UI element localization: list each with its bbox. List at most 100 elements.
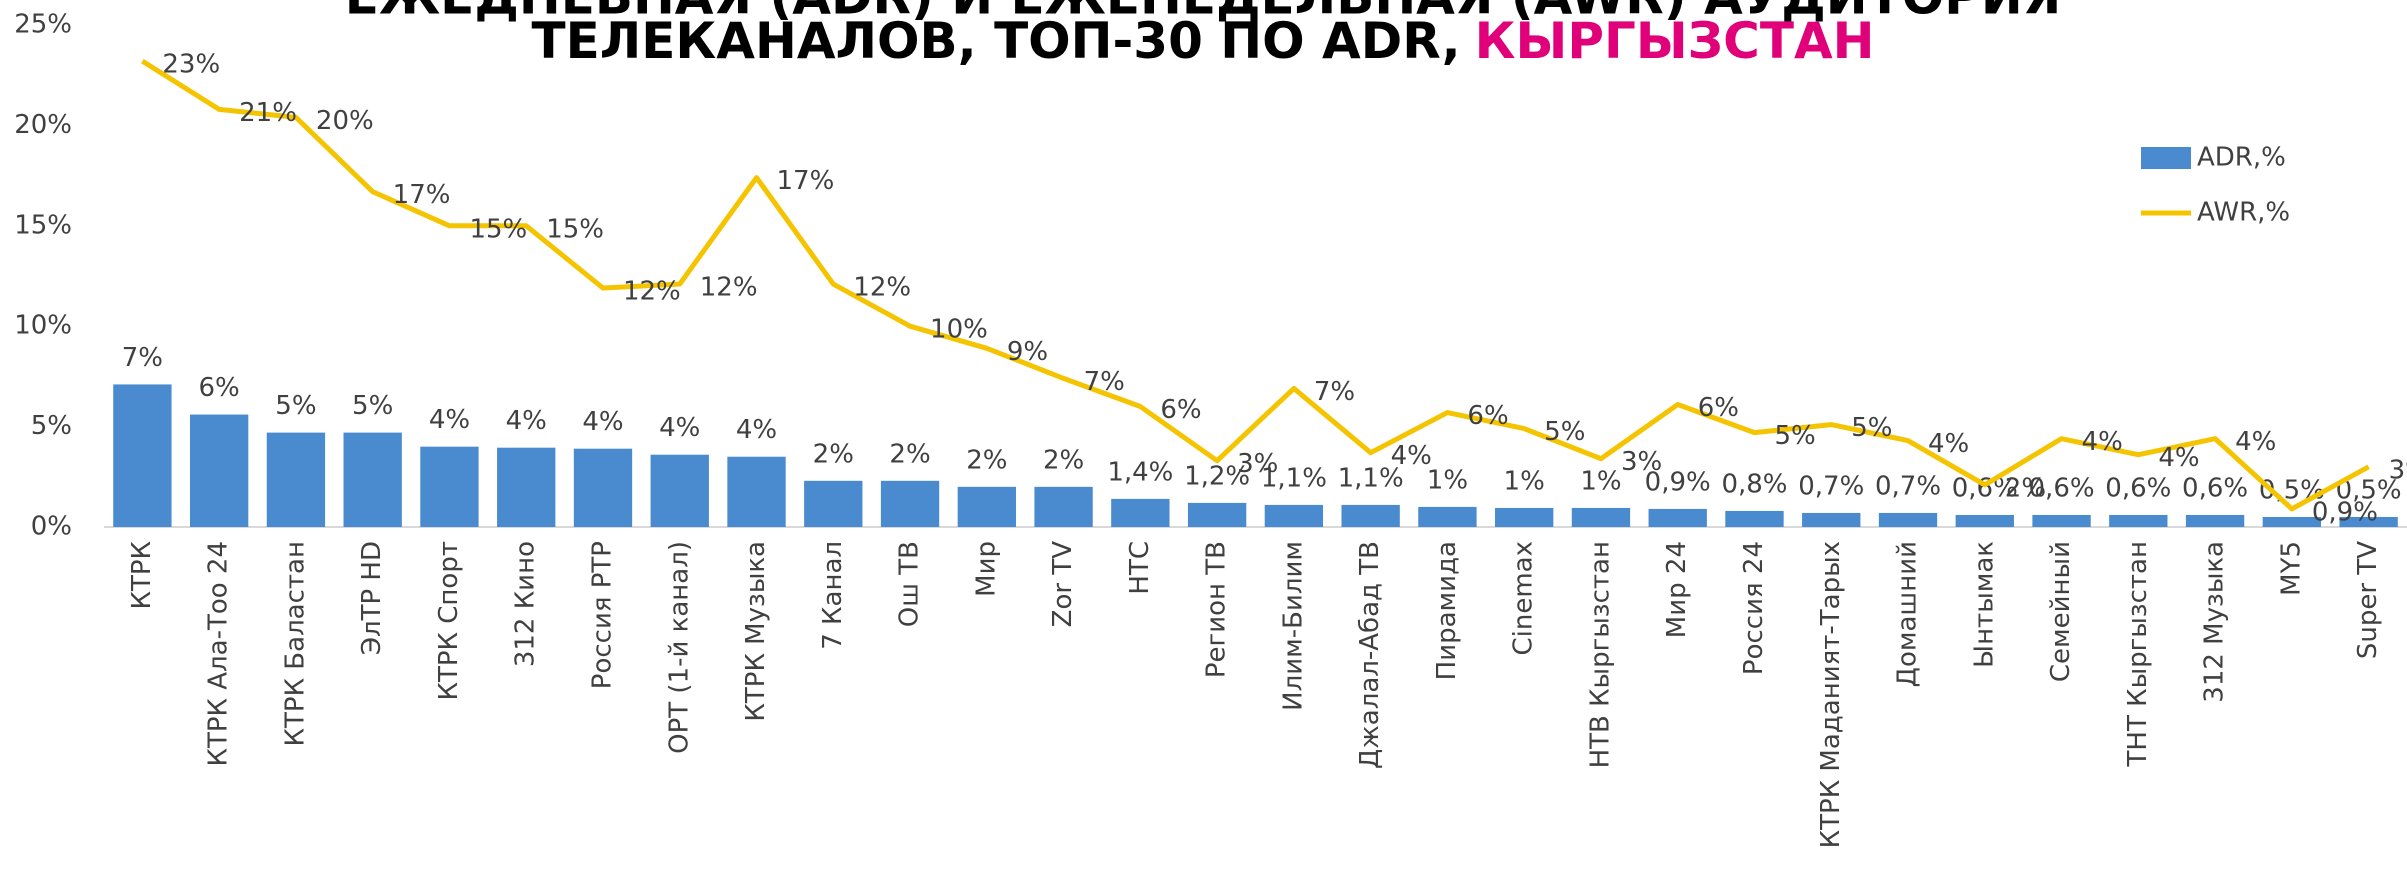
x-tick-label: НТС <box>1125 541 1155 595</box>
x-tick-label: Пирамида <box>1432 541 1462 680</box>
bar <box>497 447 556 527</box>
bar <box>727 456 786 527</box>
bar-value-label: 4% <box>506 406 547 436</box>
y-tick-label: 5% <box>31 411 72 441</box>
bar <box>880 480 940 527</box>
line-value-label: 15% <box>546 214 604 244</box>
line-value-label: 12% <box>700 273 758 303</box>
x-tick-label: Мир <box>971 541 1001 597</box>
bar-value-label: 0,6% <box>2029 473 2095 503</box>
x-tick-label: КТРК Ала-Тоо 24 <box>204 541 234 767</box>
bar <box>189 414 249 527</box>
line-value-label: 6% <box>1698 393 1739 423</box>
x-tick-label: ТНТ Кыргызстан <box>2123 541 2153 767</box>
bar <box>1418 506 1477 527</box>
line-value-label: 7% <box>1314 377 1355 407</box>
line-value-label: 5% <box>1774 421 1815 451</box>
bar-value-label: 0,8% <box>1721 469 1787 499</box>
line-value-label: 4% <box>2158 443 2199 473</box>
bar <box>1648 508 1707 527</box>
bar-value-label: 0,9% <box>1645 467 1711 497</box>
y-tick-label: 0% <box>31 512 72 542</box>
bar <box>2339 516 2398 527</box>
bar-value-label: 4% <box>582 407 623 437</box>
bar <box>1034 486 1093 527</box>
line-value-label: 6% <box>1467 401 1508 431</box>
x-tick-label: Super TV <box>2353 541 2383 659</box>
line-value-label: 4% <box>1391 441 1432 471</box>
x-tick-label: Россия РТР <box>587 541 617 689</box>
line-value-label: 9% <box>1007 337 1048 367</box>
bar <box>2262 516 2322 527</box>
x-tick-label: КТРК <box>127 541 157 609</box>
line-value-label: 3% <box>1621 447 1662 477</box>
x-tick-label: 312 Музыка <box>2200 541 2230 703</box>
x-tick-label: ЭлТР HD <box>357 541 387 655</box>
x-tick-label: КТРК Маданият-Тарых <box>1816 541 1846 848</box>
bar-value-label: 1,4% <box>1107 457 1173 487</box>
bar-value-label: 0,7% <box>1875 471 1941 501</box>
chart-title: ТЕЛЕКАНАЛОВ, ТОП-30 ПО ADR, <box>531 12 1460 70</box>
line-value-label: 3% <box>2389 455 2407 485</box>
y-tick-label: 20% <box>14 110 72 140</box>
bar <box>1878 512 1938 527</box>
bar-value-label: 0,7% <box>1798 471 1864 501</box>
bar-value-label: 2% <box>889 439 930 469</box>
bar-value-label: 6% <box>199 373 240 403</box>
line-value-label: 17% <box>777 166 835 196</box>
legend-label: ADR,% <box>2197 143 2286 173</box>
line-value-label: 12% <box>623 277 681 307</box>
line-value-label: 12% <box>853 273 911 303</box>
line <box>141 59 2370 512</box>
bar-value-label: 0,6% <box>2182 473 2248 503</box>
line-value-label: 3% <box>1237 449 1278 479</box>
bar <box>2032 514 2091 527</box>
bar-value-label: 7% <box>122 343 163 373</box>
bar-value-label: 1,1% <box>1338 463 1404 493</box>
bar <box>1725 510 1784 527</box>
line-value-label: 6% <box>1160 395 1201 425</box>
bar-value-label: 5% <box>352 391 393 421</box>
bar-value-label: 1% <box>1504 466 1545 496</box>
bar-value-label: 1% <box>1427 465 1468 495</box>
bar-value-label: 2% <box>966 445 1007 475</box>
y-tick-label: 15% <box>14 210 72 240</box>
x-tick-label: 312 Кино <box>511 541 541 667</box>
bar-value-label: 1% <box>1580 466 1621 496</box>
line-value-label: 17% <box>393 180 451 210</box>
x-tick-label: Домашний <box>1893 541 1923 687</box>
bar <box>2185 514 2245 527</box>
bar <box>2109 514 2168 527</box>
bar <box>1802 512 1861 527</box>
bar <box>1264 504 1324 527</box>
line-value-label: 15% <box>469 214 527 244</box>
x-tick-label: КТРК Музыка <box>741 541 771 722</box>
bar-value-label: 2% <box>1043 445 1084 475</box>
bar-value-label: 0,6% <box>1952 473 2018 503</box>
line-value-label: 23% <box>162 50 220 80</box>
x-tick-label: Ош ТВ <box>895 541 925 627</box>
x-tick-label: КТРК Баластан <box>280 541 310 746</box>
x-tick-label: Семейный <box>2046 541 2076 682</box>
bar-value-label: 5% <box>275 391 316 421</box>
legend-label: AWR,% <box>2197 198 2290 228</box>
x-tick-label: КТРК Спорт <box>434 541 464 700</box>
line-value-label: 4% <box>2235 427 2276 457</box>
x-tick-label: MY5 <box>2276 541 2306 596</box>
bar-value-label: 0,6% <box>2105 473 2171 503</box>
bar-value-label: 4% <box>736 415 777 445</box>
bar <box>343 432 402 527</box>
x-tick-label: Регион ТВ <box>1202 541 1232 678</box>
line-value-label: 21% <box>239 98 297 128</box>
bar <box>420 446 479 527</box>
bar-value-label: 1,2% <box>1184 461 1250 491</box>
bar <box>1187 502 1247 527</box>
legend-swatch <box>2141 147 2191 169</box>
bar <box>1341 504 1400 527</box>
line-value-label: 7% <box>1084 367 1125 397</box>
bar-value-label: 2% <box>813 439 854 469</box>
bar <box>1571 507 1631 527</box>
chart-title-highlight: КЫРГЫЗСТАН <box>1475 12 1875 70</box>
x-tick-label: 7 Канал <box>818 541 848 650</box>
